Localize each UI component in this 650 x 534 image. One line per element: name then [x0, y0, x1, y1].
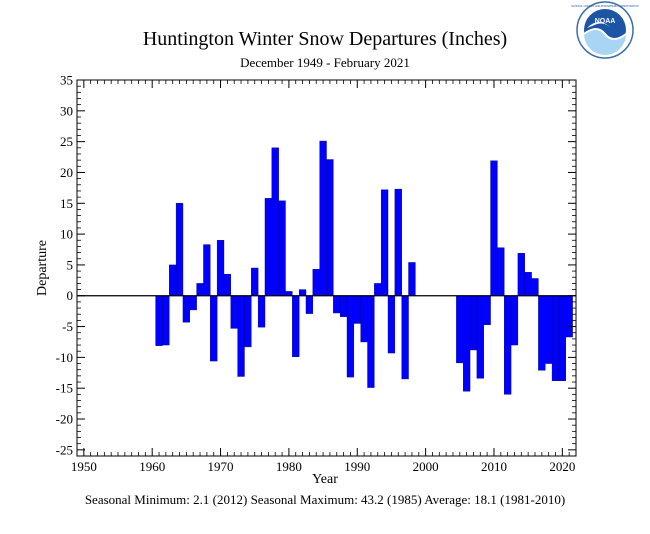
bar-2010: [490, 160, 498, 296]
bar-1961: [155, 295, 163, 346]
bar-1971: [223, 273, 232, 296]
bar-1979: [278, 200, 286, 296]
x-tick-label: 2000: [413, 459, 439, 474]
bar-1975: [251, 267, 259, 296]
bar-1994: [380, 189, 389, 296]
bar-2018: [545, 295, 553, 364]
bar-2008: [476, 295, 484, 379]
bar-1968: [203, 244, 211, 296]
bar-1966: [189, 295, 197, 311]
bar-1990: [353, 295, 361, 324]
chart-footer: Seasonal Minimum: 2.1 (2012) Seasonal Ma…: [85, 492, 565, 507]
bar-2017: [538, 295, 546, 371]
bar-1976: [257, 295, 266, 328]
bar-1991: [360, 295, 368, 343]
bar-2015: [524, 272, 532, 296]
y-tick-label: -25: [56, 442, 73, 457]
bar-1980: [285, 291, 293, 296]
y-tick-label: 30: [60, 103, 73, 118]
y-tick-label: 35: [60, 73, 73, 88]
y-axis: -25 -20 -15 -10 -5 0 5 10 15 20 25 30 35: [56, 73, 576, 457]
bar-2012: [504, 295, 512, 395]
bar-1986: [326, 159, 334, 296]
bar-1967: [196, 283, 204, 296]
bar-1974: [244, 295, 252, 348]
x-tick-label: 1980: [276, 459, 302, 474]
bar-2016: [531, 278, 539, 296]
bar-1964: [175, 203, 184, 296]
x-tick-label: 2020: [549, 459, 575, 474]
bar-1993: [374, 283, 382, 296]
bar-2006: [463, 295, 471, 392]
bar-1996: [394, 188, 402, 296]
bar-1977: [264, 198, 273, 296]
bar-1978: [271, 147, 279, 296]
bar-1997: [401, 295, 409, 380]
y-tick-label: 20: [60, 165, 73, 180]
noaa-logo: NOAA NATIONAL OCEANIC AND ATMOSPHERIC AD…: [571, 1, 639, 59]
y-tick-label: -15: [56, 381, 73, 396]
x-tick-label: 1960: [139, 459, 165, 474]
bar-2020: [558, 295, 566, 381]
bar-1998: [408, 262, 416, 296]
bar-1984: [312, 269, 320, 296]
bar-1969: [210, 295, 218, 362]
bar-2019: [551, 295, 560, 381]
bar-1972: [230, 295, 238, 329]
bar-1983: [305, 295, 314, 314]
bar-1987: [333, 295, 341, 314]
x-tick-label: 1990: [344, 459, 370, 474]
bar-2007: [469, 295, 478, 351]
x-tick-label: 1970: [208, 459, 234, 474]
noaa-logo-text: NOAA: [595, 18, 616, 25]
bar-1973: [237, 295, 245, 377]
bar-1963: [169, 264, 177, 296]
y-tick-label: 0: [67, 288, 74, 303]
x-tick-label: 2010: [481, 459, 507, 474]
bar-2013: [510, 295, 519, 346]
bar-2021: [565, 295, 573, 338]
y-tick-label: -5: [62, 319, 73, 334]
bar-1989: [346, 295, 355, 378]
y-axis-label: Departure: [35, 240, 50, 296]
bar-1962: [162, 295, 170, 346]
x-tick-label: 1950: [71, 459, 97, 474]
x-axis: 1950 1960 1970 1980 1990 2000 2010 2020: [71, 80, 577, 474]
x-axis-label: Year: [312, 472, 338, 487]
bar-1988: [339, 295, 348, 317]
bar-1982: [298, 289, 307, 296]
noaa-logo-arc: NATIONAL OCEANIC AND ATMOSPHERIC ADMINIS…: [571, 5, 639, 8]
bar-2014: [517, 253, 525, 296]
y-tick-label: 25: [60, 134, 73, 149]
bar-1970: [216, 240, 225, 296]
y-tick-label: -10: [56, 350, 73, 365]
bar-1995: [387, 295, 396, 354]
bars-group: [155, 140, 573, 395]
bar-2011: [497, 247, 505, 296]
bar-1985: [319, 140, 327, 296]
bar-2005: [456, 295, 464, 364]
bar-1992: [367, 295, 375, 388]
chart-title: Huntington Winter Snow Departures (Inche…: [143, 28, 507, 50]
bar-1981: [292, 295, 300, 357]
plot-frame: [76, 79, 577, 457]
bar-2009: [483, 295, 491, 325]
bar-1965: [182, 295, 190, 323]
chart-subtitle: December 1949 - February 2021: [240, 55, 410, 70]
y-tick-label: 10: [60, 227, 73, 242]
y-tick-label: -20: [56, 412, 73, 427]
y-tick-label: 5: [67, 257, 74, 272]
y-tick-label: 15: [60, 196, 73, 211]
